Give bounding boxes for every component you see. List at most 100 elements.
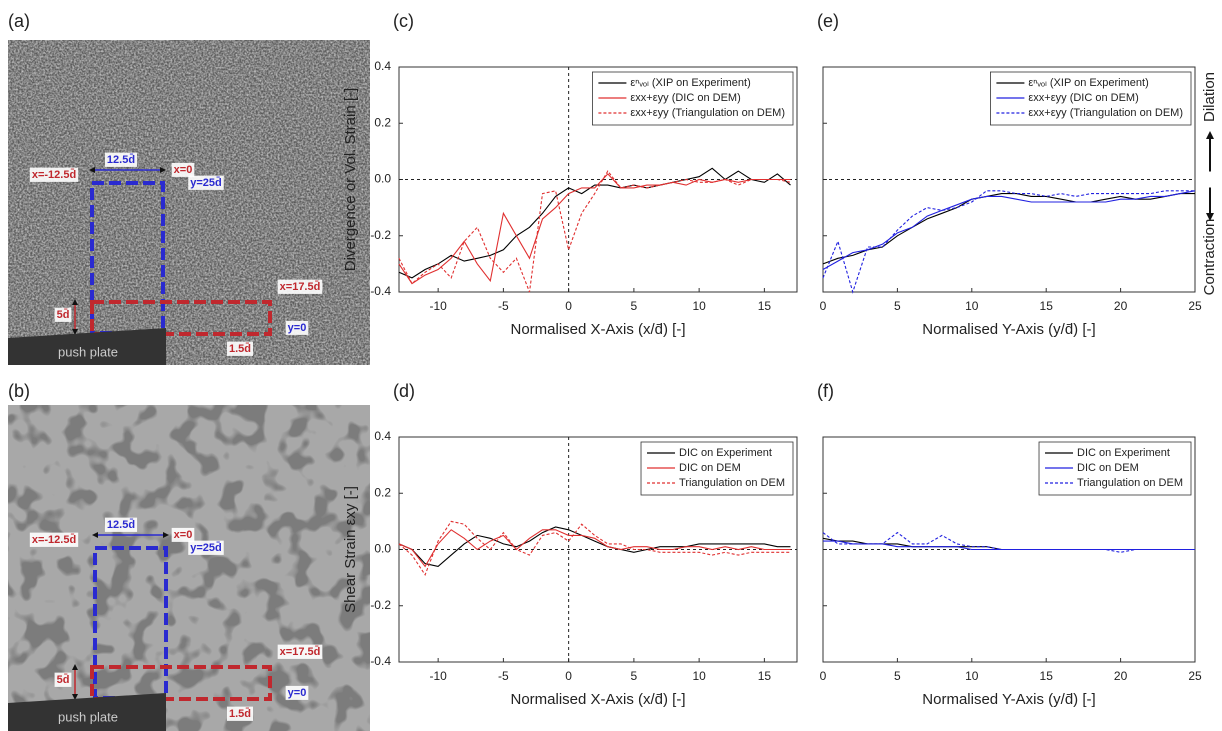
x-tick-label: 0 [565,299,572,313]
image-annotation: y=0 [288,687,307,699]
x-tick-label: 10 [692,669,706,683]
legend-label: εxx+εyy (DIC on DEM) [1028,92,1138,104]
red-region [90,665,272,701]
y-tick-label: -0.4 [370,654,391,668]
legend-label: εⁿᵥₒₗ (XIP on Experiment) [1028,77,1148,89]
x-tick-label: 15 [1040,669,1054,683]
x-tick-label: 25 [1188,299,1202,313]
push-plate [8,693,166,731]
x-tick-label: 15 [1040,299,1054,313]
legend: εⁿᵥₒₗ (XIP on Experiment) εxx+εyy (DIC on… [990,71,1192,126]
push-plate [8,328,166,365]
push-plate-label: push plate [58,344,118,359]
y-axis-label: Shear Strain εxy [-] [342,486,359,613]
legend-label: εⁿᵥₒₗ (XIP on Experiment) [630,77,750,89]
image-annotation: 5d̄ [57,674,70,686]
x-tick-label: 10 [965,669,979,683]
push-plate-label: push plate [58,709,118,724]
annotation-box [171,162,195,177]
series-line [822,190,1195,294]
panel-label: (f) [817,381,834,401]
y-tick-label: 0.4 [374,429,391,443]
annotation-box [188,175,224,190]
annotation-box [171,527,195,542]
legend-label: εxx+εyy (DIC on DEM) [630,92,740,104]
image-annotation: 5d̄ [57,309,70,321]
series-line [822,190,1196,270]
series-line [398,526,791,567]
x-tick-label: 25 [1188,669,1202,683]
legend-label: εxx+εyy (Triangulation on DEM) [630,107,785,119]
annotation-box [54,672,72,687]
legend-label: εxx+εyy (Triangulation on DEM) [1028,107,1183,119]
annotation-box [285,685,309,700]
annotation-box [54,307,72,322]
image-annotation: y=0 [288,322,307,334]
panel-label: (c) [393,11,414,31]
annotation-box [29,532,79,547]
annotation-box [226,341,254,356]
y-tick-label: 0.2 [374,485,391,499]
series-line [398,170,791,293]
x-tick-label: 20 [1114,669,1128,683]
image-annotation: x=17.5d̄ [280,646,321,658]
legend-label: Triangulation on DEM [679,477,785,489]
annotation-box [104,152,138,167]
panel-label: (e) [817,11,839,31]
y-tick-label: 0.0 [374,542,391,556]
series-line [398,167,791,279]
legend-label: DIC on Experiment [1077,447,1170,459]
x-tick-label: -5 [498,669,509,683]
legend: εⁿᵥₒₗ (XIP on Experiment) εxx+εyy (DIC on… [592,71,794,126]
image-annotation: 1.5d̄ [229,343,251,355]
image-annotation: x=0 [174,164,193,176]
side-label: Contraction [1201,219,1218,296]
x-axis-label: Normalised X-Axis (x/d̄) [-] [510,691,685,708]
x-axis-label: Normalised X-Axis (x/d̄) [-] [510,321,685,338]
x-tick-label: 15 [758,669,772,683]
legend: DIC on Experiment DIC on DEM Triangulation… [1038,441,1192,496]
x-tick-label: 15 [758,299,772,313]
y-tick-label: -0.4 [370,284,391,298]
annotation-box [29,167,79,182]
image-annotation: 12.5d̄ [107,519,135,531]
x-tick-label: 0 [820,299,827,313]
x-axis-label: Normalised Y-Axis (y/d̄) [-] [922,691,1095,708]
y-axis-label: Divergence or Vol. Strain [-] [342,88,359,271]
annotation-box [277,279,323,294]
x-tick-label: 0 [565,669,572,683]
series-line [398,529,791,568]
panel-label: (a) [8,11,30,31]
y-tick-label: 0.2 [374,115,391,129]
legend: DIC on Experiment DIC on DEM Triangulation… [640,441,794,496]
image-annotation: 12.5d̄ [107,154,135,166]
annotation-box [104,517,138,532]
x-tick-label: 10 [692,299,706,313]
series-line [398,173,791,285]
y-tick-label: 0.0 [374,172,391,186]
red-region [90,300,272,336]
image-annotation: 1.5d̄ [229,708,251,720]
series-line [823,540,1195,551]
panel-label: (d) [393,381,415,401]
image-annotation: x=17.5d̄ [280,281,321,293]
x-axis-label: Normalised Y-Axis (y/d̄) [-] [922,321,1095,338]
annotation-box [277,644,323,659]
x-tick-label: 10 [965,299,979,313]
series-line [822,531,1195,553]
legend-label: DIC on DEM [679,462,741,474]
side-label: Dilation [1201,72,1218,122]
x-tick-label: 0 [820,669,827,683]
series-line [822,193,1195,265]
x-tick-label: -10 [429,299,447,313]
x-tick-label: -10 [429,669,447,683]
annotation-box [226,706,254,721]
x-tick-label: -5 [498,299,509,313]
annotation-box [188,540,224,555]
x-tick-label: 5 [631,299,638,313]
legend-label: DIC on DEM [1077,462,1139,474]
annotation-box [285,320,309,335]
x-tick-label: 5 [894,669,901,683]
